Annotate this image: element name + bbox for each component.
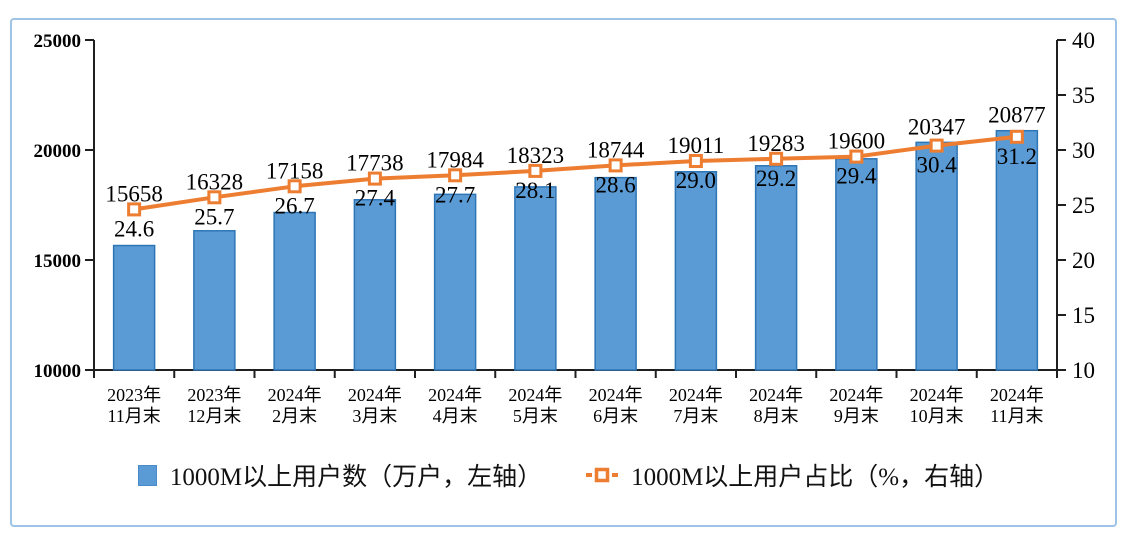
svg-text:17984: 17984 — [426, 147, 484, 172]
svg-text:25: 25 — [1072, 193, 1095, 218]
svg-text:2024年: 2024年 — [990, 385, 1044, 405]
svg-text:5月末: 5月末 — [513, 406, 558, 426]
svg-text:8月末: 8月末 — [754, 406, 799, 426]
svg-text:35: 35 — [1072, 83, 1095, 108]
svg-text:10000: 10000 — [34, 361, 82, 382]
svg-text:29.4: 29.4 — [836, 164, 877, 189]
svg-text:19600: 19600 — [828, 129, 886, 154]
line-series-marker-icon — [586, 466, 619, 484]
svg-text:2024年: 2024年 — [508, 385, 562, 405]
svg-text:15658: 15658 — [105, 181, 163, 206]
svg-text:18744: 18744 — [587, 137, 645, 162]
svg-text:12月末: 12月末 — [187, 406, 241, 426]
svg-text:30.4: 30.4 — [917, 153, 958, 178]
svg-text:2023年: 2023年 — [187, 385, 241, 405]
svg-text:27.7: 27.7 — [435, 182, 475, 207]
svg-text:2023年: 2023年 — [107, 385, 161, 405]
chart-legend: 1000M以上用户数（万户，左轴） 1000M以上用户占比（%，右轴） — [0, 452, 1137, 498]
svg-text:2024年: 2024年 — [348, 385, 402, 405]
svg-text:11月末: 11月末 — [107, 406, 160, 426]
svg-text:30: 30 — [1072, 138, 1095, 163]
svg-text:20: 20 — [1072, 248, 1095, 273]
legend-label-line-series: 1000M以上用户占比（%，右轴） — [631, 464, 1000, 491]
svg-text:16328: 16328 — [186, 169, 244, 194]
svg-text:29.2: 29.2 — [756, 166, 796, 191]
svg-text:3月末: 3月末 — [352, 406, 397, 426]
svg-text:10: 10 — [1072, 358, 1095, 383]
svg-text:20877: 20877 — [988, 103, 1046, 128]
svg-text:4月末: 4月末 — [433, 406, 478, 426]
legend-item-line-series: 1000M以上用户占比（%，右轴） — [586, 457, 999, 493]
svg-text:2024年: 2024年 — [669, 385, 723, 405]
svg-text:19283: 19283 — [747, 131, 805, 156]
bar-series-swatch-icon — [137, 464, 157, 486]
svg-text:15000: 15000 — [34, 251, 82, 272]
svg-text:2024年: 2024年 — [268, 385, 322, 405]
svg-text:31.2: 31.2 — [997, 144, 1037, 169]
svg-text:6月末: 6月末 — [593, 406, 638, 426]
svg-text:40: 40 — [1072, 28, 1095, 53]
svg-text:17738: 17738 — [346, 151, 404, 176]
svg-text:26.7: 26.7 — [275, 193, 315, 218]
legend-item-bar-series: 1000M以上用户数（万户，左轴） — [137, 457, 543, 493]
svg-text:20000: 20000 — [34, 141, 82, 162]
svg-text:2月末: 2月末 — [272, 406, 317, 426]
svg-text:2024年: 2024年 — [749, 385, 803, 405]
svg-text:10月末: 10月末 — [910, 406, 964, 426]
svg-text:2024年: 2024年 — [910, 385, 964, 405]
svg-text:9月末: 9月末 — [834, 406, 879, 426]
svg-text:19011: 19011 — [668, 133, 725, 158]
svg-text:28.1: 28.1 — [515, 178, 555, 203]
svg-text:2024年: 2024年 — [428, 385, 482, 405]
svg-text:2024年: 2024年 — [829, 385, 883, 405]
svg-text:27.4: 27.4 — [355, 186, 396, 211]
svg-text:18323: 18323 — [507, 143, 565, 168]
svg-text:25000: 25000 — [34, 31, 82, 52]
svg-text:11月末: 11月末 — [990, 406, 1043, 426]
svg-text:28.6: 28.6 — [596, 172, 636, 197]
legend-label-bar-series: 1000M以上用户数（万户，左轴） — [169, 464, 543, 491]
svg-text:15: 15 — [1072, 303, 1095, 328]
svg-text:2024年: 2024年 — [589, 385, 643, 405]
svg-text:29.0: 29.0 — [676, 168, 716, 193]
svg-text:20347: 20347 — [908, 114, 966, 139]
svg-text:24.6: 24.6 — [114, 216, 154, 241]
svg-text:17158: 17158 — [266, 158, 324, 183]
svg-text:25.7: 25.7 — [194, 204, 234, 229]
svg-text:7月末: 7月末 — [673, 406, 718, 426]
